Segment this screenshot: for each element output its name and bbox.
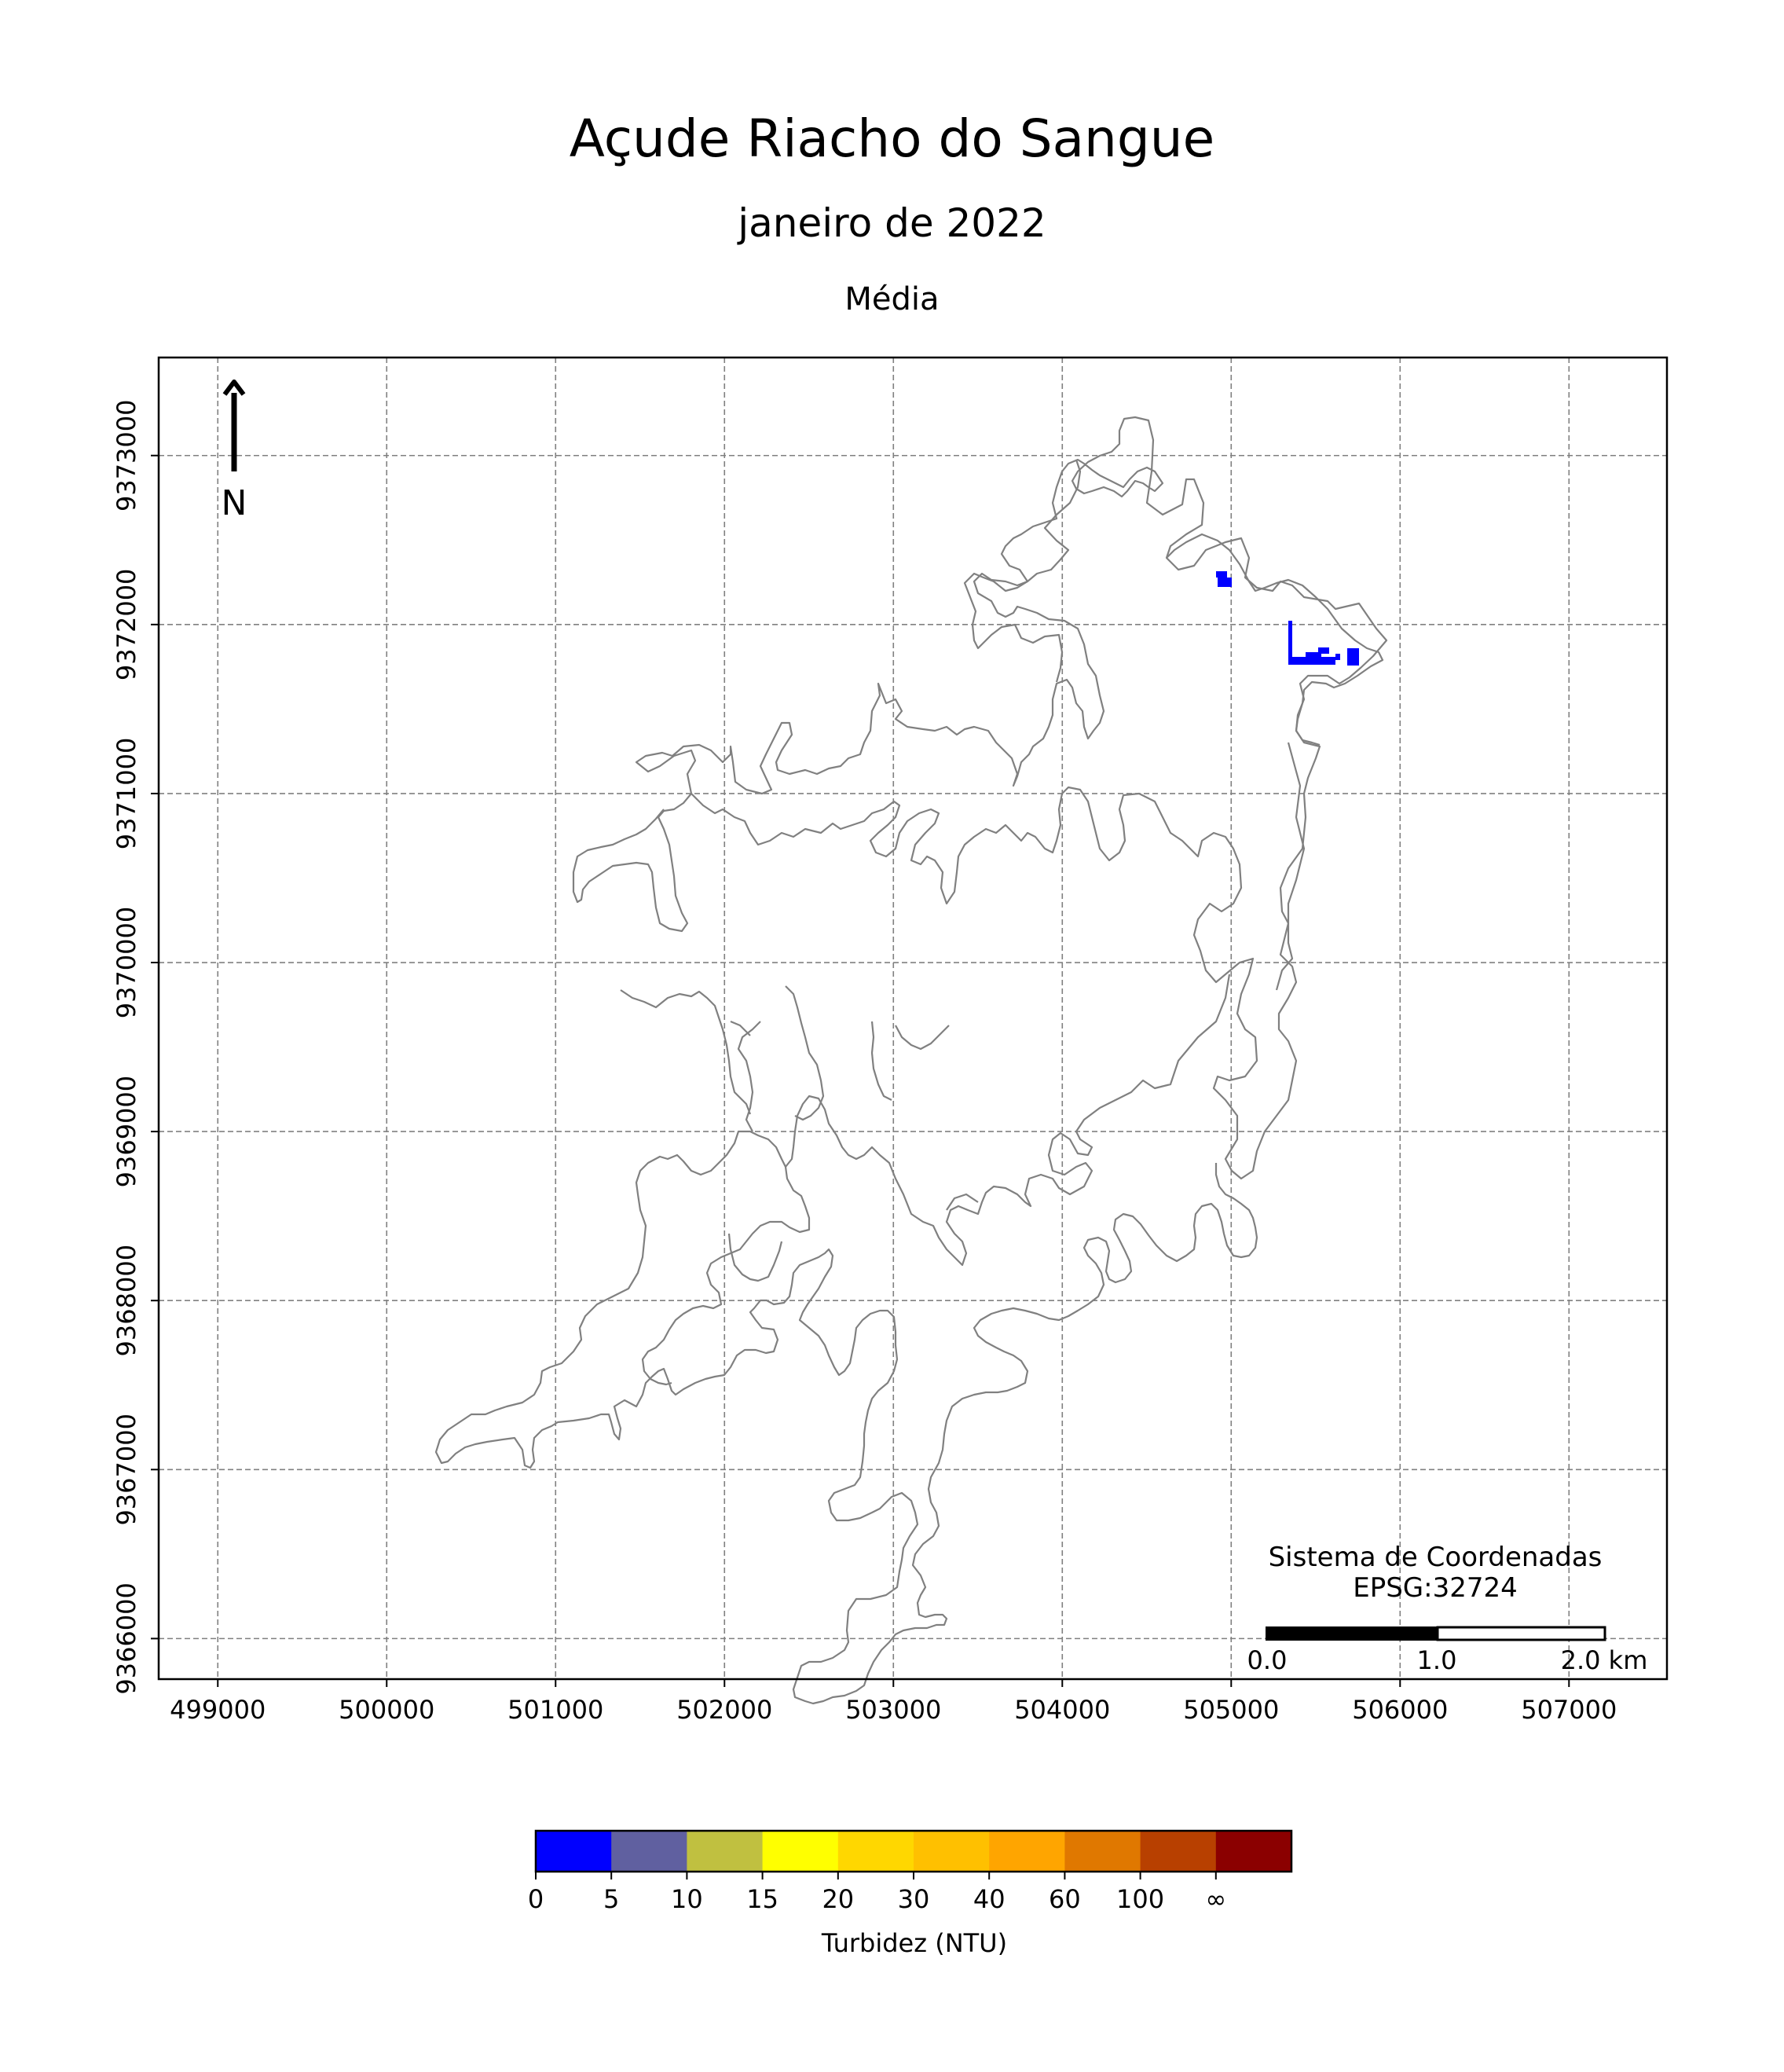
x-tick-label: 502000 xyxy=(676,1695,772,1725)
colorbar-swatch xyxy=(611,1831,687,1872)
scale-label-2: 2.0 km xyxy=(1561,1645,1648,1675)
y-tick-label: 9366000 xyxy=(112,1582,141,1695)
colorbar-swatch xyxy=(989,1831,1065,1872)
reservoir-outline-arms xyxy=(434,742,1306,1705)
reservoir-outline-south xyxy=(620,985,950,1132)
grid-lines xyxy=(159,358,1667,1679)
colorbar-tick-label: 5 xyxy=(603,1884,619,1914)
scale-label-0: 0.0 xyxy=(1247,1645,1288,1675)
x-axis: 499000 500000 501000 502000 503000 504000 5050… xyxy=(170,1679,1617,1725)
x-tick-label: 506000 xyxy=(1352,1695,1448,1725)
map-frame xyxy=(157,356,1669,1681)
colorbar-swatch xyxy=(1215,1831,1292,1872)
colorbar-tick-label: 0 xyxy=(528,1884,544,1914)
turbidity-pixel xyxy=(1347,648,1359,666)
colorbar-tick-label: 10 xyxy=(671,1884,703,1914)
y-tick-label: 9371000 xyxy=(112,738,141,850)
colorbar-swatch xyxy=(687,1831,764,1872)
reservoir-outline-southwest xyxy=(641,1166,979,1386)
north-arrow-head xyxy=(222,380,246,396)
scale-label-1: 1.0 xyxy=(1417,1645,1457,1675)
reservoir-outline-north xyxy=(963,459,1082,683)
x-tick-label: 499000 xyxy=(170,1695,266,1725)
scale-bar-black-segment xyxy=(1266,1626,1438,1641)
x-tick-label: 501000 xyxy=(507,1695,603,1725)
north-arrow: N xyxy=(222,380,247,523)
colorbar-swatch xyxy=(837,1831,914,1872)
map-title: Açude Riacho do Sangue xyxy=(569,108,1215,169)
scale-bar: 0.0 1.0 2.0 km xyxy=(1247,1626,1648,1675)
colorbar-tick-label: 60 xyxy=(1049,1884,1081,1914)
crs-line1: Sistema de Coordenadas xyxy=(1269,1542,1603,1573)
map-subtitle: janeiro de 2022 xyxy=(738,200,1046,246)
reservoir-outline xyxy=(635,416,1388,1180)
reservoir-outline-west xyxy=(572,793,692,933)
x-tick-label: 504000 xyxy=(1014,1695,1110,1725)
scale-bar-white-segment xyxy=(1436,1626,1606,1641)
y-tick-label: 9367000 xyxy=(112,1414,141,1526)
y-tick-label: 9369000 xyxy=(112,1076,141,1188)
turbidity-pixel xyxy=(1318,647,1329,654)
y-tick-label: 9372000 xyxy=(112,569,141,681)
y-tick-label: 9373000 xyxy=(112,399,141,512)
colorbar: 0 5 10 15 20 30 40 60 100 ∞ xyxy=(528,1829,1293,1914)
colorbar-tick-label: 40 xyxy=(973,1884,1006,1914)
colorbar-label: Turbidez (NTU) xyxy=(821,1928,1007,1958)
colorbar-tick-label: ∞ xyxy=(1205,1884,1226,1914)
statistic-label: Média xyxy=(844,281,940,317)
y-tick-label: 9370000 xyxy=(112,907,141,1019)
turbidity-pixel xyxy=(1306,652,1321,658)
colorbar-tick-label: 20 xyxy=(822,1884,854,1914)
x-tick-label: 503000 xyxy=(845,1695,941,1725)
turbidity-pixel xyxy=(1288,657,1335,665)
x-tick-label: 507000 xyxy=(1521,1695,1617,1725)
north-label: N xyxy=(222,483,247,523)
turbidity-pixel xyxy=(1218,578,1232,587)
colorbar-swatch xyxy=(1064,1831,1141,1872)
colorbar-tick-label: 30 xyxy=(898,1884,930,1914)
colorbar-swatch xyxy=(914,1831,990,1872)
x-tick-label: 500000 xyxy=(339,1695,434,1725)
reservoir-outline-northeast xyxy=(1166,533,1384,746)
crs-line2: EPSG:32724 xyxy=(1353,1572,1518,1604)
colorbar-swatch xyxy=(762,1831,839,1872)
turbidity-pixels xyxy=(1216,571,1359,666)
turbidity-pixel xyxy=(1288,621,1292,660)
y-tick-label: 9368000 xyxy=(112,1245,141,1357)
y-axis: 9366000 9367000 9368000 9369000 9370000 93710… xyxy=(112,399,159,1695)
colorbar-tick-label: 100 xyxy=(1116,1884,1164,1914)
colorbar-swatch xyxy=(1140,1831,1217,1872)
turbidity-pixel xyxy=(1216,571,1227,578)
turbidity-pixel xyxy=(1335,654,1340,660)
x-tick-label: 505000 xyxy=(1183,1695,1279,1725)
colorbar-tick-label: 15 xyxy=(746,1884,778,1914)
colorbar-swatch xyxy=(536,1831,612,1872)
